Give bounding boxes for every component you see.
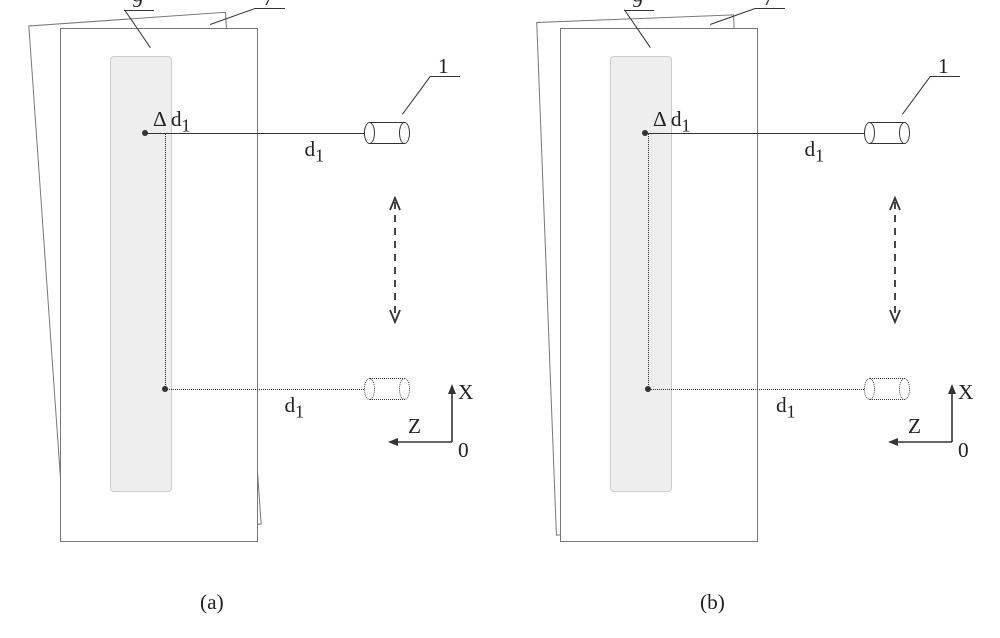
beam-lower: [165, 389, 364, 390]
sensor-upper-cap-left: [864, 122, 875, 144]
sensor-upper-cap-left: [364, 122, 375, 144]
ref-vertical: [165, 133, 166, 389]
sensor-lower-cap-left: [364, 378, 375, 400]
motion-arrow: [885, 190, 905, 330]
axis-o-label: 0: [458, 438, 469, 463]
axis-o-label: 0: [958, 438, 969, 463]
beam-lower: [648, 389, 864, 390]
d1-lower-label: d1: [776, 393, 796, 422]
label-num7: 7: [763, 0, 774, 11]
delta-d1-label: Δ d1: [153, 107, 190, 136]
sensor-upper-cap-right: [899, 122, 910, 144]
label-num1: 1: [938, 54, 949, 79]
label-num1: 1: [438, 54, 449, 79]
axis-x-label: X: [458, 380, 473, 405]
point-upper: [142, 130, 148, 136]
label-num9: 9: [632, 0, 643, 13]
axis-x-label: X: [958, 380, 973, 405]
label-num9: 9: [132, 0, 143, 13]
sensor-upper: [364, 122, 410, 144]
axis-z-label: Z: [908, 414, 921, 439]
motion-arrow: [385, 190, 405, 330]
sensor-upper-cap-right: [399, 122, 410, 144]
caption: (b): [700, 590, 725, 615]
sensor-lower-cap-left: [864, 378, 875, 400]
leader-num1: [902, 76, 931, 115]
canvas: 7 9 1 d1 Δ d1 d1 X Z 0 (a) 7 9 1 d1 Δ d1 d1 X Z 0 (b): [0, 0, 1000, 638]
d1-upper-label: d1: [305, 137, 325, 166]
caption: (a): [200, 590, 224, 615]
axis-z-label: Z: [408, 414, 421, 439]
delta-d1-label: Δ d1: [653, 107, 690, 136]
panel-a: 7 9 1 d1 Δ d1 d1 X Z 0 (a): [0, 0, 500, 638]
sensor-upper: [864, 122, 910, 144]
panel-b: 7 9 1 d1 Δ d1 d1 X Z 0 (b): [500, 0, 1000, 638]
d1-upper-label: d1: [805, 137, 825, 166]
leader-num1: [402, 76, 431, 115]
d1-lower-label: d1: [285, 393, 305, 422]
label-num7: 7: [263, 0, 274, 11]
ref-vertical: [648, 133, 649, 389]
